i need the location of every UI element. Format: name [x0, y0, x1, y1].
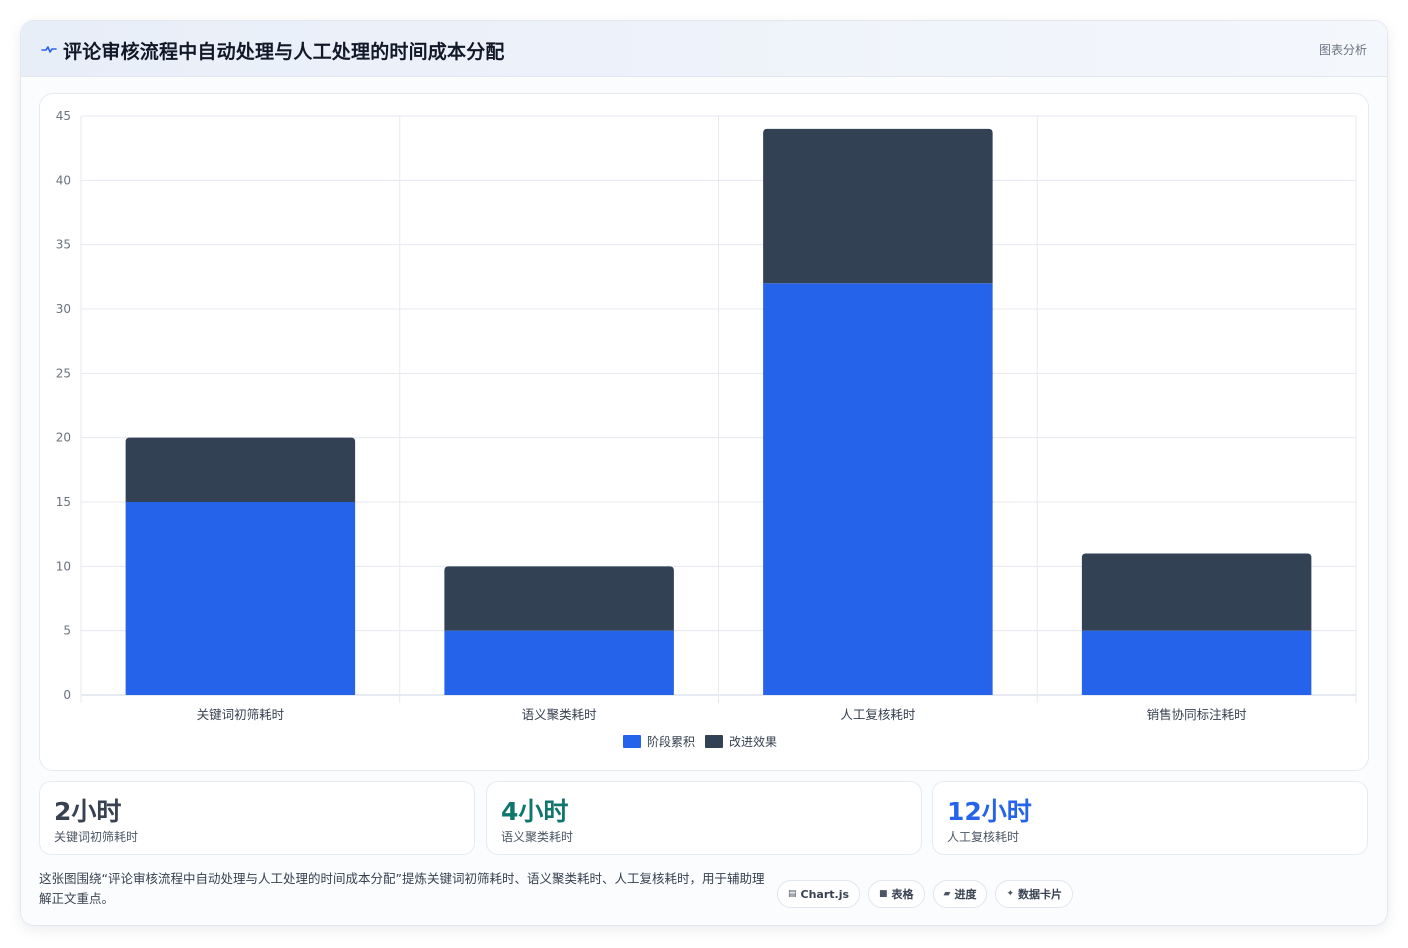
- stat-label: 人工复核耗时: [947, 830, 1020, 844]
- chart-card: 评论审核流程中自动处理与人工处理的时间成本分配 图表分析 0 5 10 15 20 25 3…: [20, 20, 1388, 926]
- bar-segment: [444, 566, 674, 631]
- y-tick-label: 20: [56, 431, 71, 445]
- bar-segment: [125, 502, 356, 695]
- y-tick-label: 30: [56, 302, 71, 316]
- y-tick-label: 45: [56, 109, 71, 123]
- footer-description: 这张图围绕“评论审核流程中自动处理与人工处理的时间成本分配”提炼关键词初筛耗时、…: [39, 871, 765, 906]
- legend-label: 改进效果: [729, 734, 777, 749]
- stat-value: 12小时: [947, 797, 1032, 826]
- chip-label: 进度: [954, 888, 977, 901]
- y-tick-label: 15: [56, 495, 71, 509]
- pulse-icon: [41, 46, 57, 53]
- chip-data-card[interactable]: ✦ 数据卡片: [995, 880, 1074, 908]
- stat-card-semantic: 4小时 语义聚类耗时: [486, 781, 922, 855]
- bar-segment: [763, 128, 993, 284]
- y-tick-label: 0: [63, 688, 71, 702]
- chip-label: Chart.js: [800, 887, 850, 901]
- chip-label: 表格: [891, 888, 914, 901]
- chart-panel: 0 5 10 15 20 25 30 35 40 45 关键词初筛耗时 语义聚类耗时 人工复核耗时 销售协…: [39, 93, 1369, 771]
- legend-swatch: [705, 735, 723, 748]
- y-tick-label: 5: [63, 624, 71, 638]
- table-icon: ■: [879, 889, 888, 899]
- stat-card-manual: 12小时 人工复核耗时: [932, 781, 1368, 855]
- y-tick-label: 25: [56, 366, 71, 380]
- legend-label: 阶段累积: [647, 734, 695, 749]
- bar-segment: [444, 630, 674, 695]
- bar-segment: [125, 437, 356, 502]
- legend-swatch: [623, 735, 641, 748]
- x-tick-label: 语义聚类耗时: [522, 707, 598, 722]
- x-tick-label: 人工复核耗时: [840, 707, 916, 722]
- stat-card-keyword: 2小时 关键词初筛耗时: [39, 781, 475, 855]
- bar-segment: [1081, 553, 1312, 631]
- progress-icon: ▰: [943, 889, 951, 899]
- chart-icon: ▤: [788, 889, 797, 899]
- tag-chips: ▤ Chart.js ■ 表格 ▰ 进度 ✦ 数据卡片: [777, 880, 1074, 910]
- stat-label: 语义聚类耗时: [501, 830, 574, 844]
- bar-segment: [763, 283, 993, 695]
- bar-segment: [1081, 630, 1312, 695]
- x-tick-label: 关键词初筛耗时: [197, 707, 285, 722]
- stat-label: 关键词初筛耗时: [54, 830, 139, 844]
- stat-value: 4小时: [501, 797, 569, 826]
- y-tick-label: 35: [56, 238, 71, 252]
- y-tick-label: 10: [56, 559, 71, 573]
- header-tag: 图表分析: [1318, 43, 1367, 57]
- chip-label: 数据卡片: [1018, 888, 1063, 901]
- sparkle-icon: ✦: [1006, 889, 1015, 899]
- y-tick-label: 40: [56, 173, 71, 187]
- page-title: 评论审核流程中自动处理与人工处理的时间成本分配: [63, 41, 505, 63]
- chip-chartjs[interactable]: ▤ Chart.js: [777, 880, 861, 908]
- stat-value: 2小时: [54, 797, 122, 826]
- chip-progress[interactable]: ▰ 进度: [932, 880, 988, 908]
- card-header: 评论审核流程中自动处理与人工处理的时间成本分配 图表分析: [21, 21, 1387, 77]
- chip-table[interactable]: ■ 表格: [868, 880, 925, 908]
- stacked-bar-chart: 0 5 10 15 20 25 30 35 40 45 关键词初筛耗时 语义聚类耗时 人工复核耗时 销售协…: [56, 109, 1357, 749]
- x-tick-label: 销售协同标注耗时: [1147, 707, 1248, 722]
